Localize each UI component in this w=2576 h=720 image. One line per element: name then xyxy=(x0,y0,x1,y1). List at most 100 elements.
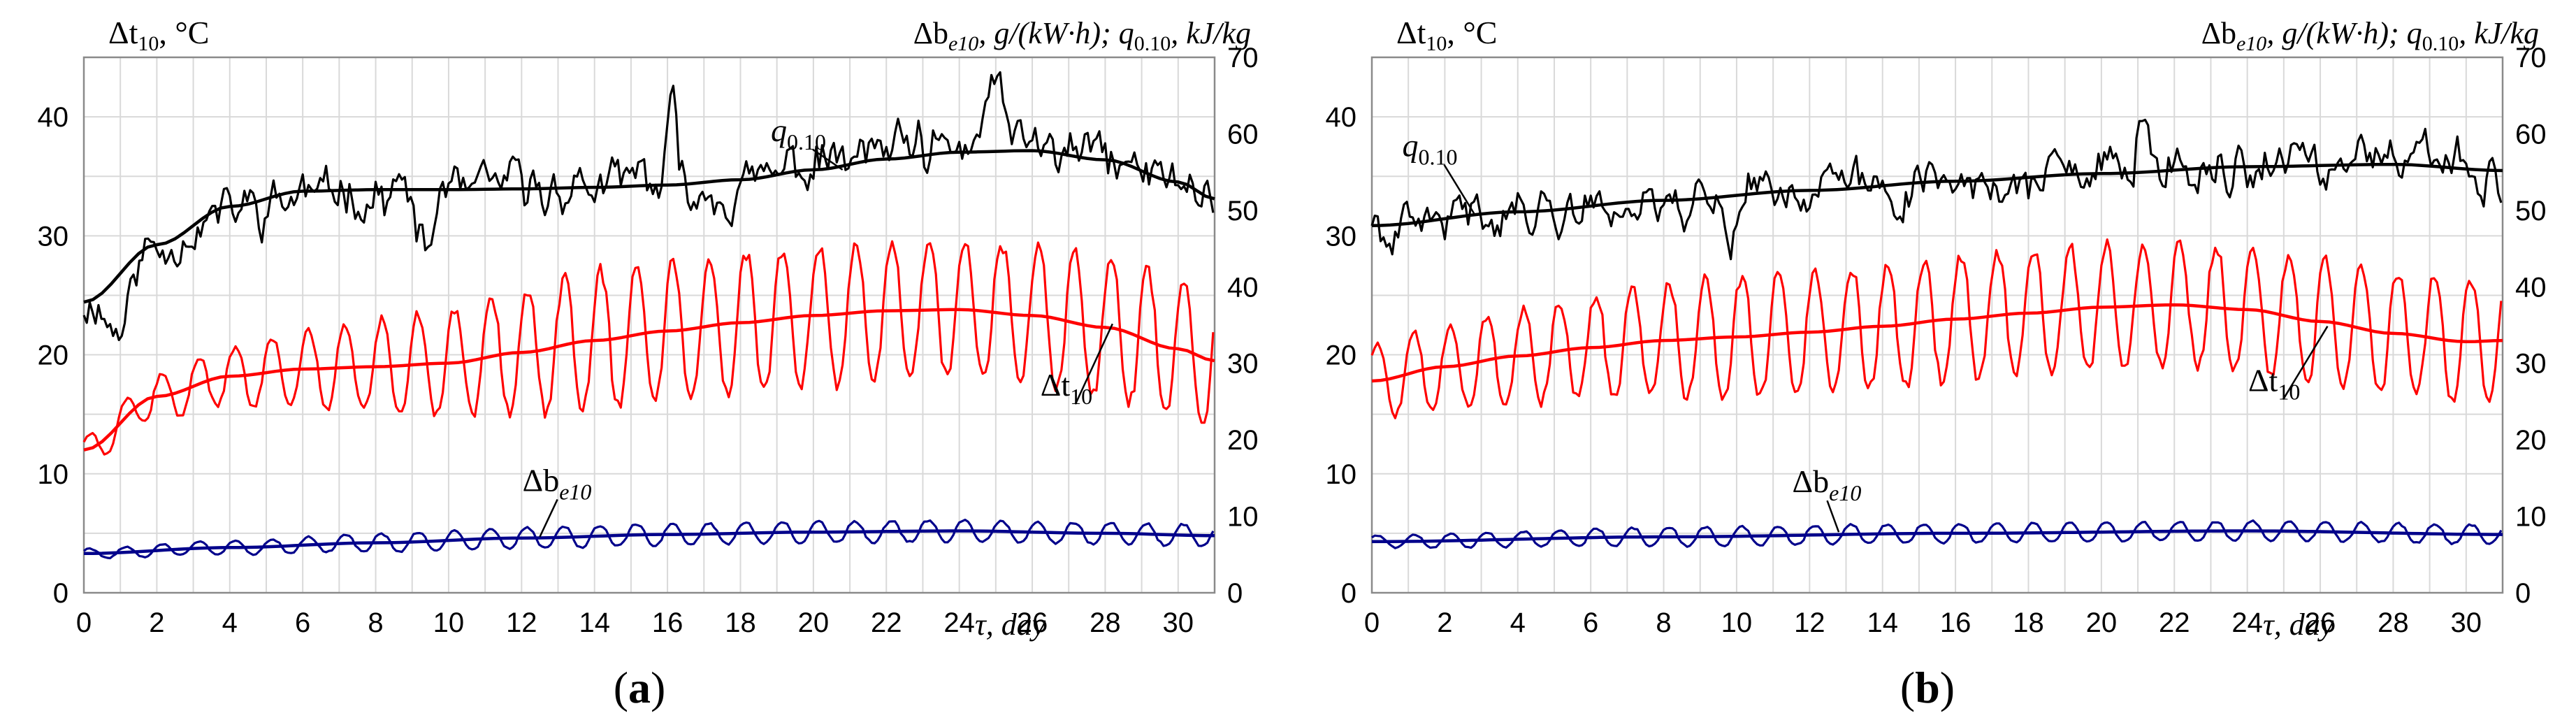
right-tick-label: 60 xyxy=(2515,119,2547,150)
trend-line-Δt10 xyxy=(1371,303,2503,383)
x-axis-title: τ, day xyxy=(975,607,1046,642)
x-tick-label: 30 xyxy=(2451,607,2482,638)
trend-line-q0.10 xyxy=(83,149,1215,304)
x-tick-label: 16 xyxy=(652,607,683,638)
left-tick-label: 0 xyxy=(53,578,68,609)
x-tick-label: 2 xyxy=(149,607,164,638)
x-tick-label: 28 xyxy=(1090,607,1121,638)
x-tick-label: 28 xyxy=(2378,607,2409,638)
annotation-label-Δt10: Δt10 xyxy=(1041,367,1092,409)
annotation-label-Δbe10: Δbe10 xyxy=(523,462,592,504)
grid xyxy=(83,57,1215,593)
x-tick-label: 8 xyxy=(368,607,383,638)
plot-frame xyxy=(1370,56,2504,594)
x-tick-label: 12 xyxy=(506,607,537,638)
right-axis-title: Δbe10, g/(kW·h); q0.10, kJ/kg xyxy=(913,16,1251,55)
left-tick-label: 30 xyxy=(1326,221,1357,252)
left-axis-title: Δt10, °C xyxy=(1396,15,1497,55)
left-tick-label: 20 xyxy=(1326,340,1357,371)
right-tick-label: 10 xyxy=(2515,502,2547,533)
left-tick-label: 40 xyxy=(38,102,69,133)
panel-label: (a) xyxy=(614,663,666,712)
x-tick-label: 30 xyxy=(1163,607,1194,638)
right-tick-label: 40 xyxy=(2515,272,2547,303)
annotation-leader-q0.10 xyxy=(812,148,844,171)
panel-label: (b) xyxy=(1900,663,1955,712)
left-tick-label: 40 xyxy=(1326,102,1357,133)
right-tick-label: 20 xyxy=(1227,425,1259,456)
right-tick-label: 10 xyxy=(1227,502,1259,533)
x-tick-label: 20 xyxy=(798,607,830,638)
x-tick-label: 10 xyxy=(433,607,465,638)
series-line-Δt10 xyxy=(1370,238,2503,419)
x-tick-label: 4 xyxy=(222,607,238,638)
series-line-Δt10 xyxy=(82,240,1215,456)
x-tick-label: 0 xyxy=(76,607,92,638)
right-tick-label: 60 xyxy=(1227,119,1259,150)
trend-line-q0.10 xyxy=(1371,162,2503,227)
left-tick-label: 20 xyxy=(38,340,69,371)
x-tick-label: 16 xyxy=(1940,607,1971,638)
annotation-leader-Δbe10 xyxy=(1826,500,1840,533)
trend-line-Δt10 xyxy=(83,308,1215,452)
x-tick-label: 22 xyxy=(871,607,902,638)
series-layer xyxy=(1370,118,2503,549)
x-tick-label: 26 xyxy=(2305,607,2336,638)
grid xyxy=(1371,57,2503,593)
annotation-label-Δt10: Δt10 xyxy=(2248,362,2300,404)
annotation-label-q0.10: q0.10 xyxy=(1403,128,1458,170)
series-layer xyxy=(82,71,1215,560)
chart-panel-b: q0.10 Δt10 Δbe10 0 10 20 30 40 0 10 20 30 40 50 60 70 0… xyxy=(1326,15,2547,712)
plot-frame xyxy=(82,56,1216,594)
right-tick-label: 30 xyxy=(1227,349,1259,380)
right-tick-label: 50 xyxy=(1227,196,1259,226)
x-tick-label: 8 xyxy=(1656,607,1671,638)
annotation-leader-Δt10 xyxy=(2282,326,2329,401)
annotation-leader-q0.10 xyxy=(1443,164,1475,214)
left-axis-title: Δt10, °C xyxy=(108,15,209,55)
x-tick-label: 18 xyxy=(2013,607,2044,638)
right-axis-title: Δbe10, g/(kW·h); q0.10, kJ/kg xyxy=(2201,16,2539,55)
left-tick-label: 30 xyxy=(38,221,69,252)
trend-line-Δbe10 xyxy=(83,529,1215,556)
x-tick-label: 26 xyxy=(1017,607,1048,638)
right-tick-label: 0 xyxy=(2515,578,2531,609)
x-tick-label: 12 xyxy=(1794,607,1825,638)
x-tick-label: 18 xyxy=(725,607,756,638)
x-tick-label: 14 xyxy=(579,607,610,638)
annotation-leader-Δbe10 xyxy=(539,498,558,538)
x-tick-label: 0 xyxy=(1364,607,1380,638)
series-line-q0.10 xyxy=(1370,118,2503,261)
right-tick-label: 30 xyxy=(2515,349,2547,380)
x-tick-label: 6 xyxy=(1583,607,1598,638)
trend-line-Δbe10 xyxy=(1372,529,2503,544)
right-tick-label: 70 xyxy=(1227,43,1259,73)
right-tick-label: 50 xyxy=(2515,196,2547,226)
series-line-q0.10 xyxy=(82,71,1215,341)
left-tick-label: 0 xyxy=(1341,578,1356,609)
right-tick-label: 70 xyxy=(2515,43,2547,73)
annotation-label-q0.10: q0.10 xyxy=(771,113,826,154)
x-tick-label: 24 xyxy=(2231,607,2263,638)
chart-panel-a: q0.10 Δt10 Δbe10 0 10 20 30 40 0 10 20 30 40 50 60 70 0… xyxy=(38,15,1259,712)
x-tick-label: 14 xyxy=(1867,607,1898,638)
left-tick-label: 10 xyxy=(38,459,69,490)
x-tick-label: 4 xyxy=(1510,607,1526,638)
x-tick-label: 6 xyxy=(295,607,310,638)
right-tick-label: 0 xyxy=(1227,578,1243,609)
right-tick-label: 20 xyxy=(2515,425,2547,456)
series-line-Δbe10 xyxy=(1371,519,2503,549)
x-tick-label: 22 xyxy=(2159,607,2190,638)
x-tick-label: 2 xyxy=(1437,607,1452,638)
x-tick-label: 20 xyxy=(2086,607,2118,638)
series-line-Δbe10 xyxy=(83,519,1215,560)
annotation-leader-Δt10 xyxy=(1074,323,1113,405)
x-axis-title: τ, day xyxy=(2263,607,2334,642)
annotation-layer: q0.10 Δt10 Δbe10 xyxy=(523,113,1113,538)
right-tick-label: 40 xyxy=(1227,272,1259,303)
x-tick-label: 10 xyxy=(1721,607,1753,638)
x-tick-label: 24 xyxy=(943,607,975,638)
annotation-layer: q0.10 Δt10 Δbe10 xyxy=(1403,128,2329,533)
